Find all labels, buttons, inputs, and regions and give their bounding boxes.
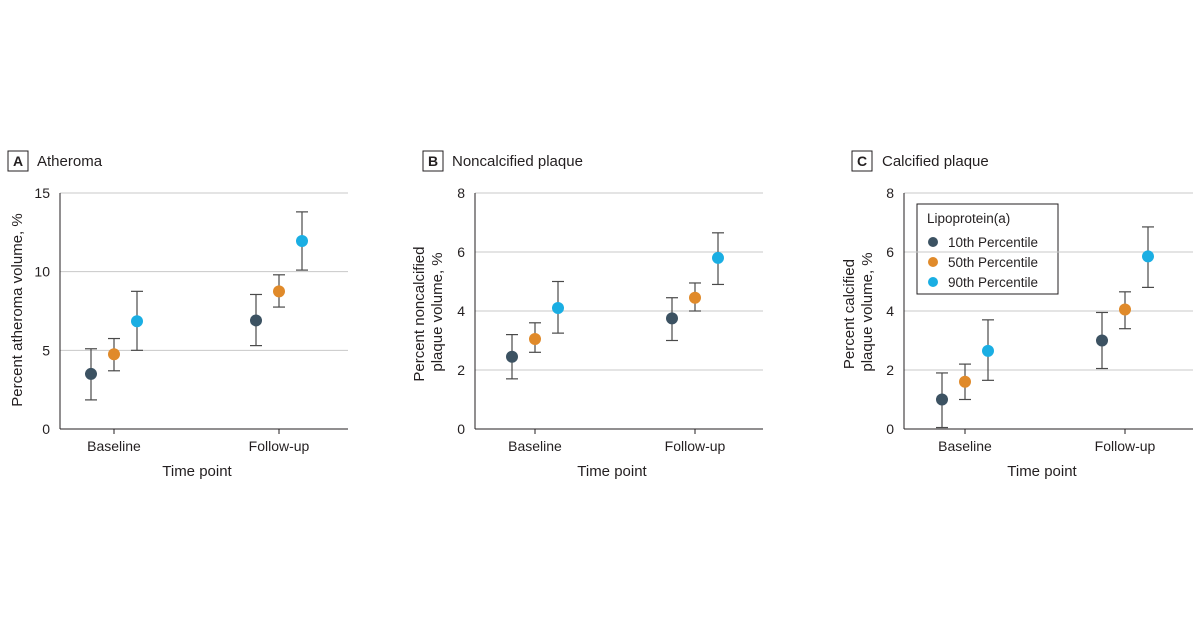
legend-box [916, 203, 1059, 295]
panel-c-y-tick-label: 4 [886, 303, 894, 319]
legend-label-10th: 10th Percentile [948, 235, 1038, 250]
panel-c-point-10th [936, 393, 948, 406]
panel-b-point-50th [689, 291, 701, 304]
panel-c-x-tick-label: Baseline [938, 438, 992, 454]
panel-b-point-10th [506, 350, 518, 363]
panel-b-point-10th [666, 312, 678, 325]
panel-a-point-50th [108, 348, 120, 361]
legend-marker-50th [928, 257, 938, 267]
panel-a-point-90th [296, 234, 308, 247]
panel-b-x-tick-label: Follow-up [665, 438, 726, 454]
panel-b-y-tick-label: 0 [457, 421, 465, 437]
legend-title: Lipoprotein(a) [927, 211, 1010, 226]
panel-c-y-tick-label: 2 [886, 362, 894, 378]
panel-b-point-90th [712, 251, 724, 264]
panel-a-x-axis-title: Time point [162, 463, 232, 480]
panel-c-point-50th [1119, 303, 1131, 316]
panel-c-title: Calcified plaque [882, 153, 989, 170]
panel-c: C Calcified plaque Percent calcified pla… [841, 150, 1078, 480]
panel-c-x-axis-title: Time point [1007, 463, 1077, 480]
panel-c-y-tick-label: 8 [886, 185, 894, 201]
panel-a-point-10th [85, 367, 97, 380]
panel-c-letter-box [851, 150, 873, 172]
panel-c-x-tick-label: Follow-up [1095, 438, 1156, 454]
panel-a-letter: A [13, 153, 23, 169]
panel-c-y-axis-title-line-1: Percent calcified [841, 259, 858, 369]
legend: Lipoprotein(a) 10th Percentile 50th Perc… [916, 203, 1059, 295]
legend-marker-10th [928, 237, 938, 247]
panel-c-point-90th [1142, 250, 1154, 263]
panel-b-letter-box [422, 150, 444, 172]
panel-b-y-axis-title: Percent noncalcified plaque volume, % [411, 242, 446, 381]
panel-b: B Noncalcified plaque Percent noncalcifi… [411, 150, 648, 480]
panel-c-y-tick-label: 6 [886, 244, 894, 260]
panel-b-y-tick-label: 2 [457, 362, 465, 378]
panel-a-y-axis-title: Percent atheroma volume, % [9, 213, 26, 406]
panel-a-y-tick-label: 5 [42, 342, 50, 358]
panel-a-letter-box [7, 150, 29, 172]
legend-marker-90th [928, 277, 938, 287]
panel-a-y-tick-label: 10 [34, 264, 50, 280]
panel-b-x-tick-label: Baseline [508, 438, 562, 454]
panel-c-plot-area: 0 2 4 6 8 Baseline Follow-up [886, 185, 1193, 454]
panel-a-x-tick-label: Follow-up [249, 438, 310, 454]
panel-b-y-tick-label: 8 [457, 185, 465, 201]
panel-c-point-50th [959, 375, 971, 388]
panel-c-y-axis-title: Percent calcified plaque volume, % [841, 252, 876, 371]
panel-a-point-10th [250, 314, 262, 327]
panel-c-point-90th [982, 344, 994, 357]
panel-a-plot-area: 0 5 10 15 Baseline Follow-up [34, 185, 348, 454]
panel-a-y-tick-label: 0 [42, 421, 50, 437]
panel-a-x-tick-label: Baseline [87, 438, 141, 454]
panel-b-y-axis-title-line-1: Percent noncalcified [411, 247, 428, 382]
panel-a-point-50th [273, 285, 285, 298]
panel-c-point-10th [1096, 334, 1108, 347]
panel-b-y-axis-title-line-2: plaque volume, % [429, 252, 446, 371]
panel-b-y-tick-label: 6 [457, 244, 465, 260]
panel-b-title: Noncalcified plaque [452, 153, 583, 170]
panel-a: A Atheroma Percent atheroma volume, % Ti… [7, 150, 233, 480]
panel-b-y-tick-label: 4 [457, 303, 465, 319]
panel-b-point-90th [552, 302, 564, 315]
panel-a-y-tick-label: 15 [34, 185, 50, 201]
panel-b-letter: B [428, 153, 438, 169]
panel-c-letter: C [857, 153, 867, 169]
panel-c-y-tick-label: 0 [886, 421, 894, 437]
panel-a-title: Atheroma [37, 153, 103, 170]
panel-a-point-90th [131, 315, 143, 328]
panel-b-point-50th [529, 333, 541, 346]
legend-label-50th: 50th Percentile [948, 255, 1038, 270]
panel-c-y-axis-title-line-2: plaque volume, % [859, 252, 876, 371]
panel-b-plot-area: 0 2 4 6 8 Baseline Follow-up [457, 185, 763, 454]
legend-label-90th: 90th Percentile [948, 275, 1038, 290]
panel-b-x-axis-title: Time point [577, 463, 647, 480]
